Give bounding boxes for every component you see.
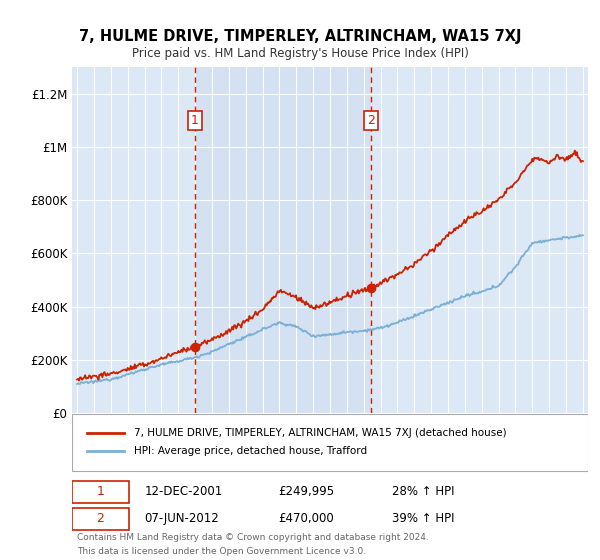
Text: 2: 2 [97,512,104,525]
Text: 2: 2 [367,114,375,127]
Text: This data is licensed under the Open Government Licence v3.0.: This data is licensed under the Open Gov… [77,547,366,556]
Text: HPI: Average price, detached house, Trafford: HPI: Average price, detached house, Traf… [134,446,367,456]
Text: £249,995: £249,995 [278,486,335,498]
FancyBboxPatch shape [72,508,129,530]
FancyBboxPatch shape [72,414,588,472]
Bar [195,67,371,413]
Text: 7, HULME DRIVE, TIMPERLEY, ALTRINCHAM, WA15 7XJ: 7, HULME DRIVE, TIMPERLEY, ALTRINCHAM, W… [79,29,521,44]
Text: £470,000: £470,000 [278,512,334,525]
FancyBboxPatch shape [72,481,129,503]
Text: 39% ↑ HPI: 39% ↑ HPI [392,512,454,525]
Text: Price paid vs. HM Land Registry's House Price Index (HPI): Price paid vs. HM Land Registry's House … [131,46,469,60]
Bar [195,67,371,413]
Text: 07-JUN-2012: 07-JUN-2012 [144,512,219,525]
Text: 7, HULME DRIVE, TIMPERLEY, ALTRINCHAM, WA15 7XJ (detached house): 7, HULME DRIVE, TIMPERLEY, ALTRINCHAM, W… [134,428,506,438]
Text: 1: 1 [97,486,104,498]
Text: Contains HM Land Registry data © Crown copyright and database right 2024.: Contains HM Land Registry data © Crown c… [77,534,429,543]
Text: 12-DEC-2001: 12-DEC-2001 [144,486,223,498]
Text: 1: 1 [191,114,199,127]
Text: 28% ↑ HPI: 28% ↑ HPI [392,486,454,498]
